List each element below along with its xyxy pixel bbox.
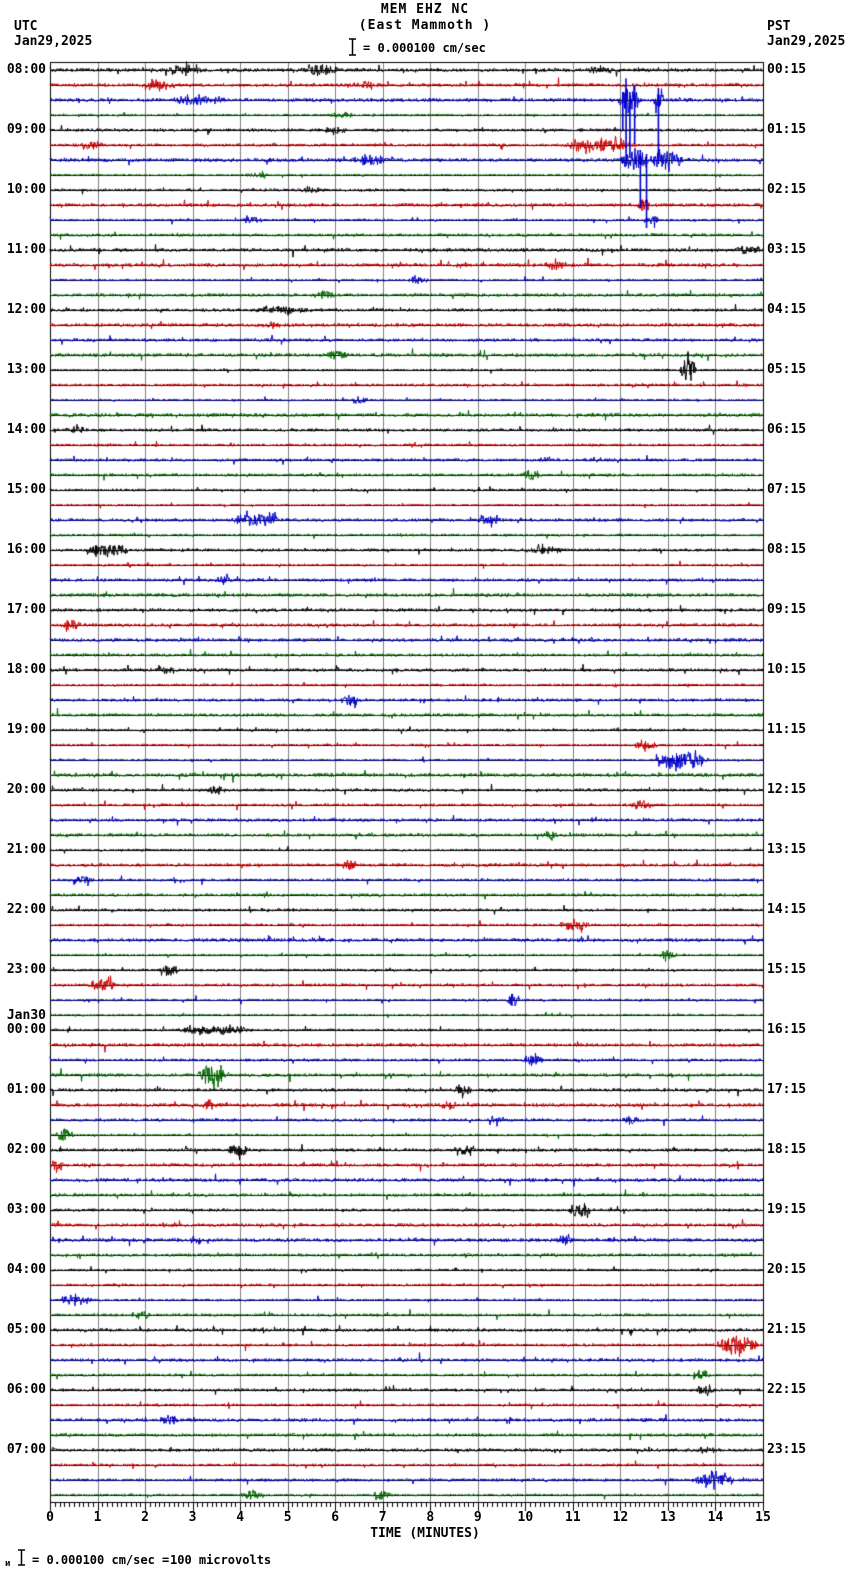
utc-hour-label: 08:00 bbox=[6, 62, 46, 77]
pst-hour-label: 10:15 bbox=[767, 662, 807, 677]
pst-hour-label: 19:15 bbox=[767, 1202, 807, 1217]
x-axis-tick-label: 15 bbox=[755, 1510, 771, 1525]
pst-hour-label: 03:15 bbox=[767, 242, 807, 257]
utc-hour-label: 04:00 bbox=[6, 1262, 46, 1277]
x-axis-tick-label: 2 bbox=[141, 1510, 149, 1525]
x-axis-tick-label: 5 bbox=[283, 1510, 292, 1525]
footer-scale-text: = 0.000100 cm/sec = bbox=[32, 1553, 170, 1567]
utc-hour-label: 11:00 bbox=[6, 242, 46, 257]
x-axis-tick-label: 14 bbox=[707, 1510, 724, 1525]
pst-hour-label: 16:15 bbox=[767, 1022, 807, 1037]
pst-hour-label: 20:15 bbox=[767, 1262, 807, 1277]
footer-scale-bar-icon bbox=[18, 1549, 25, 1566]
utc-hour-label: 18:00 bbox=[6, 662, 46, 677]
x-axis-tick-label: 10 bbox=[517, 1510, 534, 1525]
x-axis-tick-label: 1 bbox=[93, 1510, 102, 1525]
utc-hour-label: 03:00 bbox=[6, 1202, 46, 1217]
utc-hour-label: 00:00 bbox=[6, 1022, 46, 1037]
pst-hour-label: 04:15 bbox=[767, 302, 807, 317]
pst-hour-label: 22:15 bbox=[767, 1382, 807, 1397]
utc-hour-label: 01:00 bbox=[6, 1082, 46, 1097]
x-axis-tick-label: 6 bbox=[331, 1510, 340, 1525]
utc-hour-label: 21:00 bbox=[6, 842, 46, 857]
pst-hour-label: 18:15 bbox=[767, 1142, 807, 1157]
right-date-label: Jan29,2025 bbox=[767, 34, 846, 49]
footer-microvolts-text: 100 microvolts bbox=[170, 1553, 272, 1567]
left-timezone-label: UTC bbox=[14, 19, 38, 34]
amplitude-scale-label: = 0.000100 cm/sec bbox=[363, 41, 486, 55]
x-axis-tick-label: 3 bbox=[188, 1510, 197, 1525]
utc-rollover-date-label: Jan30 bbox=[6, 1008, 46, 1023]
utc-hour-label: 02:00 bbox=[6, 1142, 46, 1157]
utc-hour-label: 22:00 bbox=[6, 902, 46, 917]
pst-hour-label: 13:15 bbox=[767, 842, 807, 857]
pst-hour-label: 15:15 bbox=[767, 962, 807, 977]
footer-scale-note: и = 0.000100 cm/sec = 100 microvolts bbox=[0, 1545, 850, 1575]
pst-hour-label: 23:15 bbox=[767, 1442, 807, 1457]
pst-hour-label: 07:15 bbox=[767, 482, 807, 497]
pst-hour-label: 11:15 bbox=[767, 722, 807, 737]
pst-hour-label: 05:15 bbox=[767, 362, 807, 377]
station-location: (East Mammoth ) bbox=[358, 18, 492, 33]
utc-hour-label: 12:00 bbox=[6, 302, 46, 317]
pst-hour-label: 09:15 bbox=[767, 602, 807, 617]
utc-hour-label: 17:00 bbox=[6, 602, 46, 617]
utc-hour-label: 16:00 bbox=[6, 542, 46, 557]
pst-hour-label: 08:15 bbox=[767, 542, 807, 557]
utc-hour-label: 07:00 bbox=[6, 1442, 46, 1457]
utc-hour-label: 13:00 bbox=[6, 362, 46, 377]
utc-hour-label: 09:00 bbox=[6, 122, 46, 137]
x-axis-title: TIME (MINUTES) bbox=[370, 1526, 480, 1541]
utc-hour-label: 14:00 bbox=[6, 422, 46, 437]
utc-hour-label: 19:00 bbox=[6, 722, 46, 737]
x-axis-tick-label: 7 bbox=[378, 1510, 387, 1525]
utc-hour-label: 06:00 bbox=[6, 1382, 46, 1397]
amplitude-scale-bar-icon bbox=[349, 38, 356, 56]
pst-hour-label: 14:15 bbox=[767, 902, 807, 917]
x-axis-tick-label: 0 bbox=[46, 1510, 54, 1525]
x-axis-tick-label: 11 bbox=[565, 1510, 581, 1525]
pst-hour-label: 17:15 bbox=[767, 1082, 807, 1097]
x-axis-tick-label: 12 bbox=[612, 1510, 629, 1525]
x-axis-tick-label: 13 bbox=[660, 1510, 676, 1525]
utc-hour-label: 05:00 bbox=[6, 1322, 46, 1337]
footer-prefix-glyph: и bbox=[5, 1559, 11, 1569]
x-axis-tick-label: 4 bbox=[236, 1510, 245, 1525]
left-date-label: Jan29,2025 bbox=[14, 34, 93, 49]
right-timezone-label: PST bbox=[767, 19, 791, 34]
x-axis-tick-label: 8 bbox=[426, 1510, 435, 1525]
pst-hour-label: 00:15 bbox=[767, 62, 807, 77]
utc-hour-label: 23:00 bbox=[6, 962, 46, 977]
x-axis-tick-label: 9 bbox=[473, 1510, 482, 1525]
utc-hour-label: 10:00 bbox=[6, 182, 46, 197]
pst-hour-label: 02:15 bbox=[767, 182, 807, 197]
station-title: MEM EHZ NC bbox=[380, 2, 470, 17]
pst-hour-label: 01:15 bbox=[767, 122, 807, 137]
pst-hour-label: 21:15 bbox=[767, 1322, 807, 1337]
pst-hour-label: 12:15 bbox=[767, 782, 807, 797]
utc-hour-label: 20:00 bbox=[6, 782, 46, 797]
utc-hour-label: 15:00 bbox=[6, 482, 46, 497]
pst-hour-label: 06:15 bbox=[767, 422, 807, 437]
